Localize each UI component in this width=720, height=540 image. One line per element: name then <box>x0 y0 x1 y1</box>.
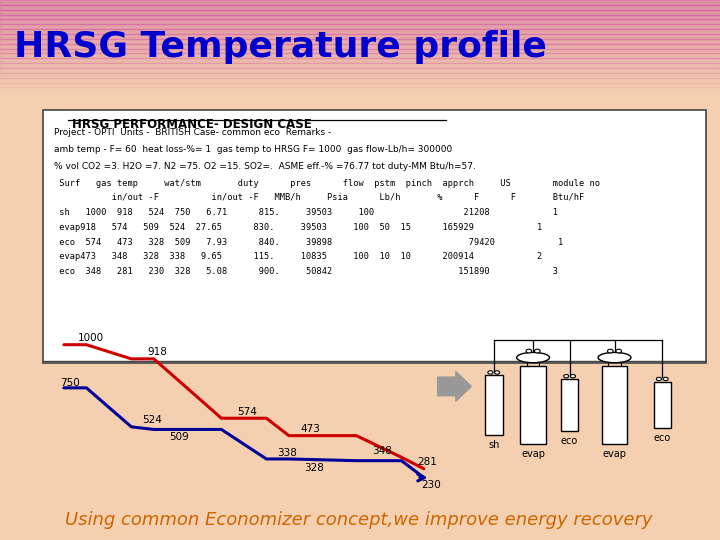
Bar <box>0 24 720 29</box>
Circle shape <box>495 371 500 374</box>
Text: 524: 524 <box>142 415 161 426</box>
Circle shape <box>616 349 621 353</box>
Text: 281: 281 <box>417 457 437 468</box>
Bar <box>561 379 578 431</box>
Text: evap: evap <box>521 449 545 459</box>
Bar <box>0 29 720 34</box>
Text: Surf   gas temp     wat/stm       duty      pres      flow  pstm  pinch  apprch : Surf gas temp wat/stm duty pres flow pst… <box>54 179 600 188</box>
FancyBboxPatch shape <box>43 111 706 363</box>
Text: eco: eco <box>561 436 578 446</box>
Text: evap918   574   509  524  27.65      830.     39503     100  50  15      165929 : evap918 574 509 524 27.65 830. 39503 100… <box>54 223 542 232</box>
Text: 348: 348 <box>372 446 392 456</box>
FancyArrow shape <box>438 372 472 401</box>
Text: 918: 918 <box>147 347 167 357</box>
Bar <box>0 53 720 58</box>
Circle shape <box>608 349 613 353</box>
Text: 473: 473 <box>300 424 320 434</box>
Text: evap: evap <box>603 449 626 459</box>
Ellipse shape <box>598 353 631 363</box>
Bar <box>0 19 720 24</box>
Bar <box>0 73 720 78</box>
Text: in/out -F          in/out -F   MMB/h     Psia      Lb/h       %      F      F   : in/out -F in/out -F MMB/h Psia Lb/h % F … <box>54 193 584 202</box>
Bar <box>0 83 720 87</box>
Bar <box>0 0 720 5</box>
Bar <box>0 68 720 73</box>
Text: 574: 574 <box>237 407 257 417</box>
Text: 509: 509 <box>168 432 189 442</box>
Text: HRSG Temperature profile: HRSG Temperature profile <box>14 30 547 64</box>
Bar <box>0 63 720 68</box>
Circle shape <box>663 377 668 381</box>
Text: amb temp - F= 60  heat loss-%= 1  gas temp to HRSG F= 1000  gas flow-Lb/h= 30000: amb temp - F= 60 heat loss-%= 1 gas temp… <box>54 145 452 154</box>
Bar <box>0 44 720 49</box>
Circle shape <box>564 375 569 378</box>
Circle shape <box>526 349 531 353</box>
Text: Using common Economizer concept,we improve energy recovery: Using common Economizer concept,we impro… <box>65 511 652 529</box>
Text: Project - OPTI  Units -  BRITISH Case- common eco  Remarks -: Project - OPTI Units - BRITISH Case- com… <box>54 128 331 137</box>
Bar <box>485 375 503 435</box>
Bar <box>0 87 720 92</box>
Text: 1000: 1000 <box>78 333 104 343</box>
Bar <box>0 78 720 83</box>
Circle shape <box>534 349 540 353</box>
Text: sh: sh <box>488 440 500 450</box>
Text: eco  574   473   328  509   7.93      840.     39898                          79: eco 574 473 328 509 7.93 840. 39898 79 <box>54 238 563 247</box>
Text: sh   1000  918   524  750   6.71      815.     39503     100                 212: sh 1000 918 524 750 6.71 815. 39503 100 … <box>54 208 558 217</box>
Ellipse shape <box>517 353 549 363</box>
Bar <box>0 58 720 63</box>
Text: evap473   348   328  338   9.65      115.     10835     100  10  10      200914 : evap473 348 328 338 9.65 115. 10835 100 … <box>54 252 542 261</box>
Circle shape <box>570 375 575 378</box>
Bar <box>654 382 671 428</box>
Bar <box>0 34 720 39</box>
Text: 338: 338 <box>276 448 297 457</box>
Text: 230: 230 <box>420 480 441 490</box>
Bar <box>521 366 546 444</box>
Text: eco: eco <box>654 434 671 443</box>
Text: HRSG PERFORMANCE- DESIGN CASE: HRSG PERFORMANCE- DESIGN CASE <box>72 118 312 131</box>
Bar <box>0 5 720 10</box>
Bar <box>0 15 720 19</box>
Circle shape <box>657 377 662 381</box>
Text: 750: 750 <box>60 378 80 388</box>
Text: eco  348   281   230  328   5.08      900.     50842                        1518: eco 348 281 230 328 5.08 900. 50842 1518 <box>54 267 558 276</box>
Circle shape <box>488 371 493 374</box>
Bar <box>0 39 720 44</box>
Text: 328: 328 <box>304 463 323 473</box>
Bar <box>602 366 627 444</box>
Bar <box>0 49 720 53</box>
Text: % vol CO2 =3. H2O =7. N2 =75. O2 =15. SO2=.  ASME eff.-% =76.77 tot duty-MM Btu/: % vol CO2 =3. H2O =7. N2 =75. O2 =15. SO… <box>54 162 476 171</box>
Bar <box>0 92 720 97</box>
Bar <box>0 10 720 15</box>
